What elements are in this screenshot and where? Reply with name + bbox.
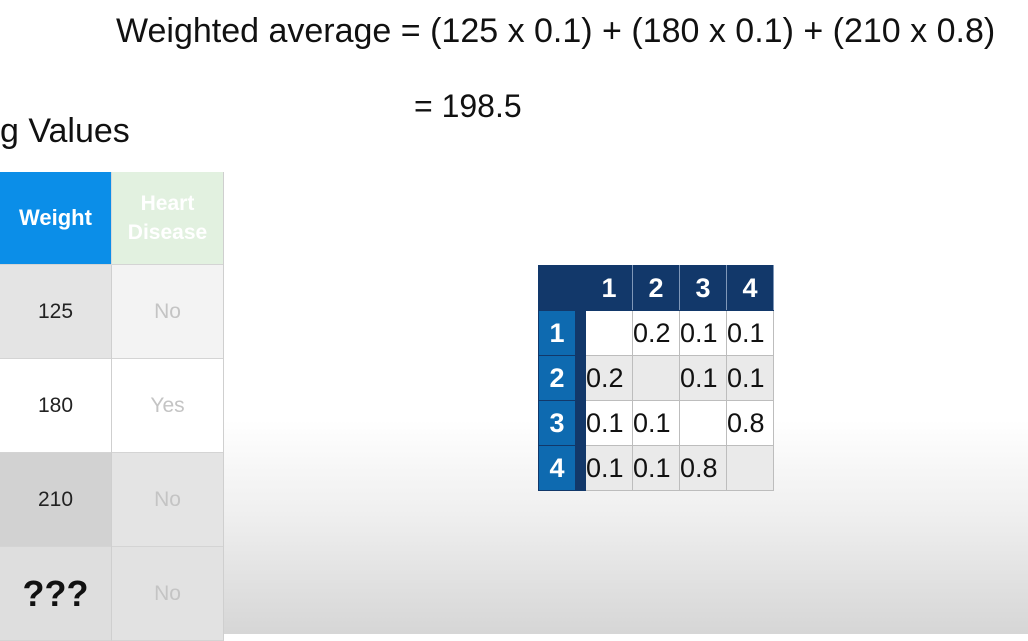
- data-table: Weight Heart Disease 125 No 180 Yes 210 …: [0, 172, 224, 641]
- matrix-col-header: 2: [632, 265, 680, 311]
- data-table-header-row: Weight Heart Disease: [0, 172, 224, 265]
- matrix-corner: [538, 265, 586, 311]
- matrix-cell: [679, 400, 727, 446]
- heart-disease-cell: No: [111, 452, 224, 547]
- heart-disease-cell: No: [111, 546, 224, 641]
- heart-disease-cell: Yes: [111, 358, 224, 453]
- table-row: ??? No: [0, 546, 224, 641]
- matrix-cell: 0.1: [679, 355, 727, 401]
- matrix-cell: 0.2: [585, 355, 633, 401]
- matrix-row-label: 1: [539, 311, 575, 355]
- matrix-col-header: 3: [679, 265, 727, 311]
- proximity-matrix: 1 2 3 4 1 0.2 0.1 0.1 2 0.2 0.1 0.1 3 0.…: [538, 265, 774, 491]
- matrix-cell: 0.8: [726, 400, 774, 446]
- weighted-average-formula: Weighted average = (125 x 0.1) + (180 x …: [116, 12, 996, 50]
- weight-cell: 125: [0, 264, 112, 359]
- matrix-cell: 0.1: [726, 355, 774, 401]
- weight-cell: 210: [0, 452, 112, 547]
- matrix-cell: 0.1: [679, 310, 727, 356]
- heart-header-line2: Disease: [127, 221, 208, 244]
- matrix-row-header: 1: [538, 310, 586, 356]
- weight-cell: 180: [0, 358, 112, 453]
- matrix-cell: 0.1: [726, 310, 774, 356]
- matrix-cell: 0.1: [585, 445, 633, 491]
- matrix-cell: 0.1: [632, 400, 680, 446]
- heart-disease-column-header: Heart Disease: [111, 172, 224, 265]
- missing-weight-cell: ???: [0, 546, 112, 641]
- matrix-col-header: 1: [585, 265, 633, 311]
- matrix-header-row: 1 2 3 4: [538, 265, 774, 311]
- weighted-average-result: = 198.5: [414, 88, 522, 124]
- matrix-row-label: 4: [539, 446, 575, 490]
- matrix-row: 1 0.2 0.1 0.1: [538, 310, 774, 356]
- matrix-cell: 0.8: [679, 445, 727, 491]
- matrix-row-label: 2: [539, 356, 575, 400]
- matrix-cell: [726, 445, 774, 491]
- section-heading: g Values: [0, 112, 130, 150]
- weight-column-header: Weight: [0, 172, 112, 265]
- matrix-row-header: 2: [538, 355, 586, 401]
- table-row: 125 No: [0, 264, 224, 359]
- matrix-cell: 0.1: [632, 445, 680, 491]
- table-row: 180 Yes: [0, 358, 224, 453]
- matrix-row: 2 0.2 0.1 0.1: [538, 355, 774, 401]
- matrix-cell: [585, 310, 633, 356]
- matrix-row-header: 3: [538, 400, 586, 446]
- matrix-row: 4 0.1 0.1 0.8: [538, 445, 774, 491]
- matrix-cell: 0.1: [585, 400, 633, 446]
- heart-header-line1: Heart: [140, 192, 195, 215]
- matrix-row-header: 4: [538, 445, 586, 491]
- heart-disease-cell: No: [111, 264, 224, 359]
- matrix-row-label: 3: [539, 401, 575, 445]
- matrix-cell: 0.2: [632, 310, 680, 356]
- matrix-cell: [632, 355, 680, 401]
- table-row: 210 No: [0, 452, 224, 547]
- matrix-col-header: 4: [726, 265, 774, 311]
- matrix-row: 3 0.1 0.1 0.8: [538, 400, 774, 446]
